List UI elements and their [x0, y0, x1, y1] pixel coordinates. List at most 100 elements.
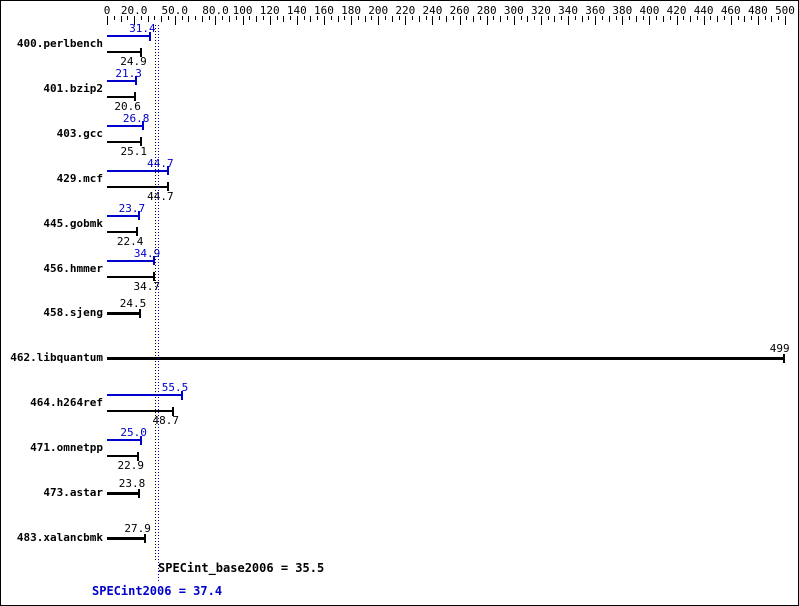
result-bar: [107, 79, 136, 82]
axis-tick-label: 50.0: [161, 4, 189, 17]
result-value: 48.7: [152, 414, 180, 428]
result-bar: [107, 275, 155, 278]
axis-tick: [507, 16, 509, 20]
axis-tick-label: 440: [693, 4, 714, 17]
axis-tick: [574, 16, 576, 20]
axis-tick: [398, 16, 400, 20]
result-bar: [107, 95, 135, 98]
axis-tick-label: 340: [558, 4, 578, 17]
axis-tick: [120, 16, 122, 22]
axis-tick-label: 180: [341, 4, 362, 17]
axis-tick-label: 400: [639, 4, 660, 17]
axis-tick: [581, 16, 583, 22]
axis-tick: [310, 16, 312, 22]
result-bar-endcap: [166, 166, 169, 176]
benchmark-label: 464.h264ref: [30, 396, 103, 410]
axis-tick: [601, 16, 603, 20]
axis-tick: [323, 16, 325, 25]
axis-tick: [425, 16, 427, 20]
axis-tick-label: 320: [530, 4, 551, 17]
result-bar: [107, 214, 140, 217]
axis-tick: [174, 16, 176, 25]
result-bar-endcap: [139, 435, 142, 445]
axis-tick: [629, 16, 631, 20]
result-bar-endcap: [137, 451, 140, 461]
axis-tick-label: 480: [747, 4, 768, 17]
axis-tick: [337, 16, 339, 22]
axis-tick: [290, 16, 292, 20]
axis-tick: [588, 16, 590, 20]
result-bar: [107, 51, 141, 53]
axis-tick: [283, 16, 285, 22]
result-value: 44.7: [147, 156, 174, 170]
axis-tick: [561, 16, 563, 20]
axis-tick: [486, 16, 488, 25]
result-bar: [107, 491, 140, 495]
benchmark-label: 462.libquantum: [10, 351, 103, 365]
result-value: 55.5: [161, 381, 189, 395]
axis-tick: [717, 16, 719, 22]
benchmark-label: 471.omnetpp: [30, 441, 103, 455]
axis-tick: [412, 16, 414, 20]
result-value: 31.4: [129, 22, 156, 35]
result-value: 21.3: [115, 66, 142, 80]
result-value: 23.7: [118, 201, 146, 215]
peak-mean-line: [157, 25, 159, 583]
axis-tick-label: 80.0: [202, 4, 229, 17]
result-bar: [107, 311, 141, 315]
result-bar-endcap: [133, 92, 136, 102]
result-bar-endcap: [139, 47, 142, 57]
result-value: 25.0: [120, 426, 147, 440]
axis-tick: [188, 16, 190, 22]
axis-tick: [330, 16, 332, 20]
benchmark-label: 403.gcc: [56, 126, 103, 140]
result-value: 27.9: [124, 522, 151, 535]
axis-tick: [147, 16, 149, 22]
axis-tick-label: 420: [666, 4, 687, 17]
axis-tick-label: 220: [395, 4, 416, 17]
benchmark-label: 483.xalancbmk: [16, 531, 103, 544]
result-bar-endcap: [172, 406, 175, 416]
axis-tick: [527, 16, 529, 22]
axis-tick: [154, 16, 156, 20]
axis-tick-label: 200: [368, 4, 389, 17]
axis-tick: [276, 16, 278, 20]
base-mean-label: SPECint_base2006 = 35.5: [158, 561, 325, 575]
axis-tick: [364, 16, 366, 22]
axis-tick: [201, 16, 203, 22]
benchmark-label: 458.sjeng: [43, 306, 103, 320]
axis-tick: [344, 16, 346, 20]
result-bar: [107, 536, 145, 540]
axis-tick: [703, 16, 705, 25]
axis-tick: [181, 16, 183, 20]
axis-tick: [242, 16, 244, 25]
axis-tick-label: 160: [314, 4, 334, 17]
result-bar: [107, 394, 183, 397]
axis-tick: [656, 16, 658, 20]
axis-tick: [134, 16, 136, 25]
result-bar-endcap: [181, 390, 184, 400]
axis-tick: [384, 16, 386, 20]
axis-tick: [785, 16, 786, 25]
peak-mean-label: SPECint2006 = 37.4: [92, 584, 223, 598]
result-bar: [107, 185, 168, 188]
axis-tick: [249, 16, 251, 20]
axis-tick: [676, 16, 678, 25]
result-bar: [107, 124, 144, 127]
axis-tick: [432, 16, 434, 25]
result-bar: [107, 169, 168, 172]
axis-tick: [757, 16, 759, 25]
benchmark-label: 429.mcf: [56, 171, 103, 185]
axis-tick: [683, 16, 685, 20]
axis-tick: [554, 16, 556, 22]
result-bar-endcap: [782, 353, 785, 363]
result-value: 22.9: [117, 459, 145, 473]
axis-tick: [439, 16, 441, 20]
axis-tick: [113, 16, 115, 20]
axis-tick: [696, 16, 698, 20]
result-value: 23.8: [118, 477, 146, 491]
axis-tick-label: 260: [449, 4, 470, 17]
axis-tick: [500, 16, 502, 22]
axis-tick-label: 120: [259, 4, 280, 17]
result-value: 22.4: [116, 234, 144, 248]
